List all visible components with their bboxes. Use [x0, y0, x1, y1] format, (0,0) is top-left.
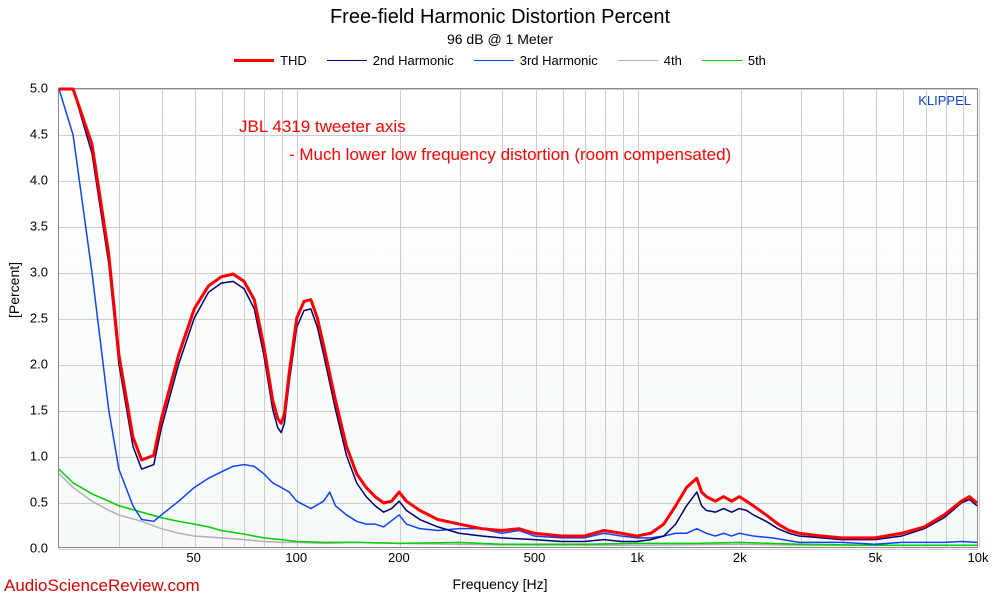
legend-label: THD — [280, 53, 307, 68]
x-axis-ticks: 501002005001k2k5k10k — [58, 550, 978, 570]
legend-item-h3: 3rd Harmonic — [474, 53, 598, 68]
plot-area: KLIPPEL JBL 4319 tweeter axis - Much low… — [58, 88, 978, 548]
legend-swatch — [618, 60, 658, 62]
grid-line-v — [979, 89, 980, 547]
x-axis-label: Frequency [Hz] — [453, 576, 548, 592]
legend-item-h5: 5th — [702, 53, 766, 68]
chart-subtitle: 96 dB @ 1 Meter — [0, 29, 1000, 47]
line-h5 — [59, 469, 977, 545]
x-tick-label: 500 — [524, 550, 546, 565]
x-tick-label: 100 — [285, 550, 307, 565]
chart-svg — [59, 89, 977, 547]
legend-label: 3rd Harmonic — [520, 53, 598, 68]
x-tick-label: 10k — [968, 550, 989, 565]
legend-item-h4: 4th — [618, 53, 682, 68]
y-axis-label: [Percent] — [6, 262, 22, 318]
line-h3 — [59, 89, 977, 544]
x-tick-label: 5k — [869, 550, 883, 565]
y-tick-label: 3.0 — [30, 265, 48, 280]
source-watermark: AudioScienceReview.com — [4, 576, 200, 596]
legend-item-h2: 2nd Harmonic — [327, 53, 454, 68]
y-tick-label: 5.0 — [30, 81, 48, 96]
y-tick-label: 2.0 — [30, 357, 48, 372]
legend-label: 2nd Harmonic — [373, 53, 454, 68]
x-tick-label: 50 — [186, 550, 200, 565]
y-tick-label: 4.0 — [30, 173, 48, 188]
legend-swatch — [234, 59, 274, 62]
line-h4 — [59, 474, 977, 545]
legend-swatch — [474, 60, 514, 62]
chart-title: Free-field Harmonic Distortion Percent — [0, 0, 1000, 29]
y-tick-label: 3.5 — [30, 219, 48, 234]
legend: THD 2nd Harmonic 3rd Harmonic 4th 5th — [0, 47, 1000, 72]
y-tick-label: 1.5 — [30, 403, 48, 418]
y-axis-ticks: 0.00.51.01.52.02.53.03.54.04.55.0 — [0, 88, 54, 548]
x-tick-label: 1k — [630, 550, 644, 565]
y-tick-label: 0.0 — [30, 541, 48, 556]
legend-swatch — [327, 60, 367, 62]
x-tick-label: 2k — [733, 550, 747, 565]
y-tick-label: 1.0 — [30, 449, 48, 464]
y-tick-label: 4.5 — [30, 127, 48, 142]
y-tick-label: 0.5 — [30, 495, 48, 510]
y-tick-label: 2.5 — [30, 311, 48, 326]
x-tick-label: 200 — [388, 550, 410, 565]
legend-swatch — [702, 60, 742, 62]
legend-label: 4th — [664, 53, 682, 68]
legend-label: 5th — [748, 53, 766, 68]
legend-item-thd: THD — [234, 53, 307, 68]
line-h2 — [59, 89, 977, 542]
